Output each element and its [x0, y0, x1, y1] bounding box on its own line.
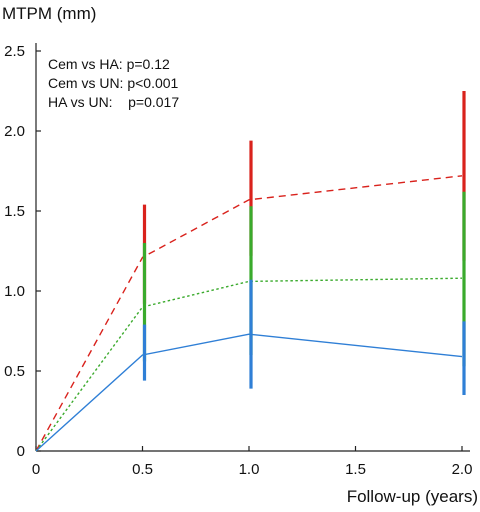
x-tick-label: 1.5	[345, 461, 366, 478]
y-tick-label: 0.5	[4, 363, 25, 380]
y-tick-label: 2.0	[4, 123, 25, 140]
annotation-cem-vs-un: Cem vs UN: p<0.001	[48, 75, 179, 91]
y-tick-label: 1.0	[4, 283, 25, 300]
x-axis-label: Follow-up (years)	[347, 487, 478, 506]
axes-group: 0 0.5 1.0 1.5 2.0 2.5 0 0.5 1.0 1.5 2.0	[4, 43, 472, 478]
series-group	[35, 91, 466, 452]
x-tick-label: 0.5	[132, 461, 153, 478]
annotation-ha-vs-un: HA vs UN: p=0.017	[48, 94, 179, 110]
y-tick-label: 0	[17, 443, 25, 460]
annotation-group: Cem vs HA: p=0.12 Cem vs UN: p<0.001 HA …	[48, 56, 179, 110]
series-line	[35, 333, 463, 452]
annotation-cem-vs-ha: Cem vs HA: p=0.12	[48, 56, 170, 72]
y-tick-label: 2.5	[4, 43, 25, 60]
x-tick-label: 0	[32, 461, 40, 478]
x-tick-label: 1.0	[239, 461, 260, 478]
y-axis-label: MTPM (mm)	[2, 4, 96, 23]
series-line	[35, 175, 463, 452]
y-tick-label: 1.5	[4, 203, 25, 220]
x-tick-label: 2.0	[452, 461, 473, 478]
series-line	[35, 277, 463, 452]
